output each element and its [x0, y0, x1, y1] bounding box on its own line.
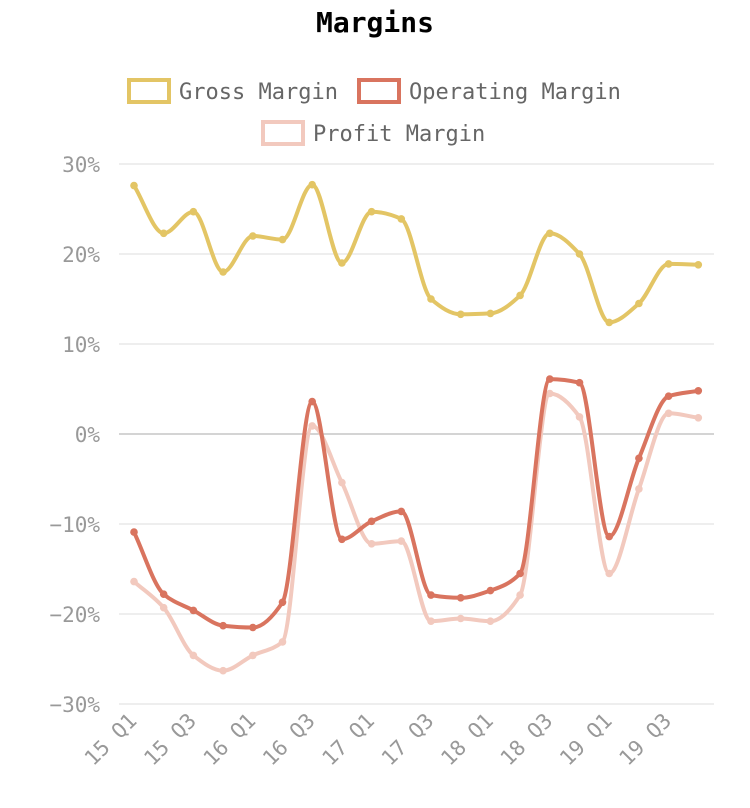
- data-point-gross-margin[interactable]: [189, 207, 198, 216]
- legend-item-profit-margin[interactable]: Profit Margin: [261, 120, 485, 147]
- legend: Gross Margin Operating Margin Profit Mar…: [127, 78, 621, 147]
- y-tick-label: −30%: [49, 693, 100, 717]
- data-point-operating-margin[interactable]: [694, 387, 703, 395]
- data-point-operating-margin[interactable]: [516, 569, 524, 578]
- series-operating-margin: [130, 375, 703, 632]
- y-tick-label: 0%: [75, 423, 101, 447]
- y-tick-label: −10%: [49, 513, 100, 537]
- x-tick-label: 16 Q1: [199, 709, 261, 771]
- data-point-gross-margin[interactable]: [635, 299, 643, 308]
- legend-swatch-operating-margin: [357, 78, 401, 104]
- data-point-gross-margin[interactable]: [486, 309, 495, 318]
- legend-item-gross-margin[interactable]: Gross Margin: [127, 78, 338, 105]
- data-point-gross-margin[interactable]: [605, 318, 613, 327]
- series-line-profit-margin: [132, 391, 701, 673]
- data-point-profit-margin[interactable]: [397, 537, 406, 545]
- data-point-operating-margin[interactable]: [397, 507, 406, 516]
- data-point-gross-margin[interactable]: [427, 295, 435, 303]
- data-point-profit-margin[interactable]: [278, 638, 287, 646]
- data-point-gross-margin[interactable]: [219, 268, 227, 276]
- data-point-profit-margin[interactable]: [635, 485, 643, 493]
- data-point-profit-margin[interactable]: [159, 603, 168, 612]
- y-tick-label: 30%: [62, 153, 100, 177]
- data-point-profit-margin[interactable]: [308, 422, 317, 430]
- x-tick-label: 18 Q3: [496, 709, 558, 771]
- data-point-profit-margin[interactable]: [249, 651, 257, 660]
- plot-area: [130, 180, 703, 675]
- data-point-profit-margin[interactable]: [367, 540, 376, 548]
- data-point-gross-margin[interactable]: [664, 260, 673, 268]
- data-point-gross-margin[interactable]: [397, 215, 406, 223]
- data-point-operating-margin[interactable]: [159, 590, 168, 598]
- data-point-gross-margin[interactable]: [308, 180, 317, 189]
- x-tick-label: 16 Q3: [258, 709, 320, 771]
- x-tick-label: 19 Q1: [555, 709, 617, 771]
- y-tick-label: −20%: [49, 603, 100, 627]
- legend-label-gross-margin: Gross Margin: [179, 80, 338, 105]
- data-point-operating-margin[interactable]: [189, 606, 198, 615]
- legend-item-operating-margin[interactable]: Operating Margin: [357, 78, 621, 105]
- data-point-profit-margin[interactable]: [456, 614, 465, 623]
- x-tick-label: 18 Q1: [436, 709, 498, 771]
- data-point-profit-margin[interactable]: [664, 409, 673, 418]
- legend-swatch-gross-margin: [127, 78, 171, 104]
- data-point-profit-margin[interactable]: [486, 617, 495, 625]
- data-point-operating-margin[interactable]: [546, 375, 554, 383]
- data-point-gross-margin[interactable]: [516, 291, 524, 300]
- data-point-profit-margin[interactable]: [219, 666, 227, 675]
- data-point-operating-margin[interactable]: [664, 392, 673, 401]
- x-tick-label: 19 Q3: [614, 709, 676, 771]
- x-tick-label: 17 Q1: [317, 709, 379, 771]
- data-point-operating-margin[interactable]: [486, 586, 495, 595]
- data-point-gross-margin[interactable]: [278, 235, 287, 244]
- data-point-gross-margin[interactable]: [694, 261, 703, 269]
- data-point-profit-margin[interactable]: [546, 389, 554, 398]
- x-tick-label: 15 Q3: [139, 709, 201, 771]
- data-point-gross-margin[interactable]: [130, 181, 138, 190]
- chart-title: Margins: [316, 6, 434, 39]
- data-point-profit-margin[interactable]: [694, 414, 703, 422]
- y-tick-label: 20%: [62, 243, 100, 267]
- data-point-gross-margin[interactable]: [546, 229, 554, 238]
- x-tick-label: 17 Q3: [377, 709, 439, 771]
- data-point-operating-margin[interactable]: [338, 535, 346, 544]
- series-line-gross-margin: [132, 182, 701, 325]
- data-point-profit-margin[interactable]: [605, 569, 613, 578]
- data-point-operating-margin[interactable]: [575, 378, 584, 387]
- data-point-operating-margin[interactable]: [456, 594, 465, 602]
- series-profit-margin: [130, 389, 703, 675]
- data-point-gross-margin[interactable]: [575, 250, 584, 258]
- data-point-operating-margin[interactable]: [130, 528, 138, 536]
- x-tick-label: 15 Q1: [80, 709, 142, 771]
- data-point-operating-margin[interactable]: [219, 621, 227, 630]
- data-point-profit-margin[interactable]: [575, 413, 584, 421]
- y-tick-label: 10%: [62, 333, 100, 357]
- data-point-gross-margin[interactable]: [456, 310, 465, 319]
- series-line-operating-margin: [132, 377, 701, 630]
- data-point-gross-margin[interactable]: [338, 259, 346, 267]
- legend-label-profit-margin: Profit Margin: [313, 122, 485, 147]
- data-point-operating-margin[interactable]: [308, 397, 317, 406]
- data-point-operating-margin[interactable]: [249, 623, 257, 632]
- data-point-operating-margin[interactable]: [278, 598, 287, 607]
- data-point-profit-margin[interactable]: [427, 617, 435, 625]
- data-point-operating-margin[interactable]: [635, 454, 643, 463]
- data-point-operating-margin[interactable]: [367, 517, 376, 526]
- data-point-gross-margin[interactable]: [249, 232, 257, 240]
- data-point-gross-margin[interactable]: [367, 207, 376, 216]
- grid: 30% 20% 10% 0% −10% −20% −30%: [49, 153, 714, 717]
- data-point-profit-margin[interactable]: [516, 591, 524, 599]
- data-point-profit-margin[interactable]: [338, 478, 346, 487]
- legend-swatch-profit-margin: [261, 120, 305, 146]
- data-point-operating-margin[interactable]: [427, 591, 435, 599]
- legend-label-operating-margin: Operating Margin: [409, 80, 621, 105]
- data-point-profit-margin[interactable]: [189, 651, 198, 660]
- series-gross-margin: [130, 180, 703, 327]
- data-point-gross-margin[interactable]: [159, 229, 168, 238]
- data-point-profit-margin[interactable]: [130, 577, 138, 586]
- data-point-operating-margin[interactable]: [605, 532, 613, 541]
